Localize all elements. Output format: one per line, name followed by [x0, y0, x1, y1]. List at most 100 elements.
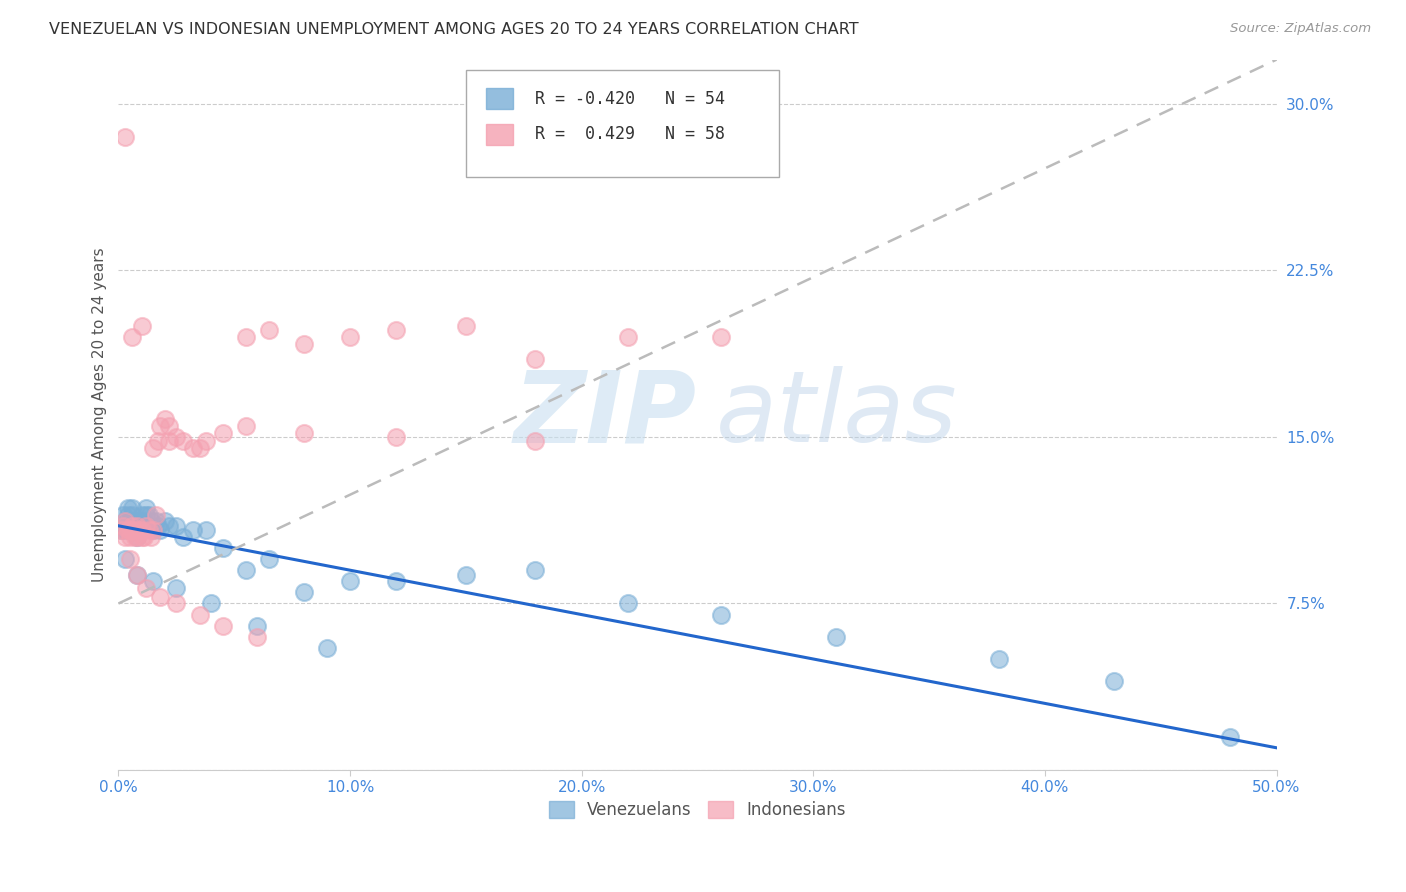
Point — [385, 323, 408, 337]
Point — [121, 501, 143, 516]
Point — [145, 508, 167, 522]
Point — [292, 425, 315, 440]
Point — [138, 508, 160, 522]
Point — [124, 514, 146, 528]
Point — [235, 418, 257, 433]
Point — [710, 607, 733, 622]
Point — [172, 530, 194, 544]
Point — [710, 330, 733, 344]
Point — [165, 581, 187, 595]
Point — [112, 518, 135, 533]
Point — [125, 518, 148, 533]
Point — [131, 318, 153, 333]
Legend: Venezuelans, Indonesians: Venezuelans, Indonesians — [543, 794, 853, 826]
Point — [118, 530, 141, 544]
Point — [125, 567, 148, 582]
Point — [165, 430, 187, 444]
Point — [142, 441, 165, 455]
Point — [524, 352, 547, 367]
Point — [114, 130, 136, 145]
Point — [246, 630, 269, 644]
Point — [200, 597, 222, 611]
Point — [125, 530, 148, 544]
Point — [128, 514, 150, 528]
Point — [1219, 730, 1241, 744]
Point — [246, 618, 269, 632]
Point — [139, 514, 162, 528]
Point — [235, 330, 257, 344]
Point — [292, 336, 315, 351]
Point — [110, 523, 132, 537]
Text: ZIP: ZIP — [513, 367, 696, 463]
Text: R =  0.429   N = 58: R = 0.429 N = 58 — [536, 125, 725, 144]
Point — [188, 607, 211, 622]
Point — [135, 501, 157, 516]
Y-axis label: Unemployment Among Ages 20 to 24 years: Unemployment Among Ages 20 to 24 years — [93, 247, 107, 582]
Point — [149, 418, 172, 433]
Point — [153, 412, 176, 426]
Point — [118, 514, 141, 528]
Point — [135, 508, 157, 522]
Point — [112, 518, 135, 533]
Point — [454, 567, 477, 582]
Point — [146, 518, 169, 533]
Point — [157, 518, 180, 533]
Point — [145, 514, 167, 528]
Point — [825, 630, 848, 644]
Point — [132, 514, 155, 528]
Point — [131, 523, 153, 537]
Point — [235, 563, 257, 577]
Point — [118, 523, 141, 537]
Point — [121, 523, 143, 537]
Point — [117, 523, 139, 537]
Point — [292, 585, 315, 599]
Point — [118, 523, 141, 537]
Point — [149, 523, 172, 537]
Point — [339, 574, 361, 589]
Point — [339, 330, 361, 344]
Point — [118, 552, 141, 566]
Point — [131, 530, 153, 544]
Point — [121, 330, 143, 344]
Point — [385, 574, 408, 589]
FancyBboxPatch shape — [465, 70, 779, 177]
Point — [149, 590, 172, 604]
Point — [454, 318, 477, 333]
Point — [153, 514, 176, 528]
Point — [121, 508, 143, 522]
Point — [124, 518, 146, 533]
Point — [211, 425, 233, 440]
Point — [128, 523, 150, 537]
Point — [125, 567, 148, 582]
Point — [257, 552, 280, 566]
Text: R = -0.420   N = 54: R = -0.420 N = 54 — [536, 90, 725, 108]
Point — [617, 597, 640, 611]
Point — [125, 530, 148, 544]
Point — [146, 434, 169, 449]
Point — [142, 523, 165, 537]
Point — [139, 530, 162, 544]
Point — [195, 434, 218, 449]
Point — [124, 523, 146, 537]
Point — [172, 434, 194, 449]
Point — [138, 523, 160, 537]
Point — [124, 530, 146, 544]
Point — [114, 530, 136, 544]
Point — [157, 418, 180, 433]
Point — [114, 514, 136, 528]
Point — [142, 523, 165, 537]
Point — [617, 330, 640, 344]
Point — [142, 574, 165, 589]
Point — [135, 581, 157, 595]
Point — [110, 523, 132, 537]
Point — [132, 530, 155, 544]
FancyBboxPatch shape — [485, 123, 513, 145]
Text: VENEZUELAN VS INDONESIAN UNEMPLOYMENT AMONG AGES 20 TO 24 YEARS CORRELATION CHAR: VENEZUELAN VS INDONESIAN UNEMPLOYMENT AM… — [49, 22, 859, 37]
Point — [181, 523, 204, 537]
Point — [117, 501, 139, 516]
Point — [524, 434, 547, 449]
Point — [211, 541, 233, 555]
Point — [257, 323, 280, 337]
Point — [131, 518, 153, 533]
Point — [195, 523, 218, 537]
